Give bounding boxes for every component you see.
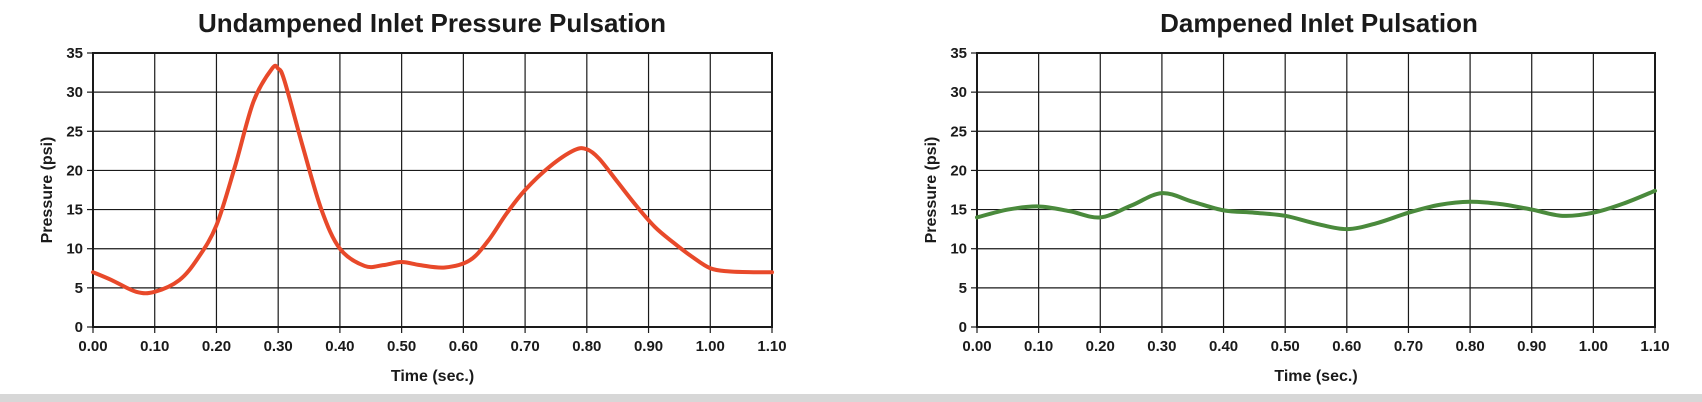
- x-tick-label: 0.20: [1086, 338, 1115, 355]
- x-tick-label: 0.40: [325, 338, 354, 355]
- x-tick-label: 1.10: [1640, 338, 1669, 355]
- x-tick-label: 0.10: [1024, 338, 1053, 355]
- y-axis-label: Pressure (psi): [39, 137, 56, 244]
- x-tick-label: 0.80: [1455, 338, 1484, 355]
- y-tick-label: 10: [950, 241, 967, 258]
- x-tick-label: 0.70: [510, 338, 539, 355]
- y-tick-label: 5: [75, 280, 83, 297]
- x-tick-label: 0.60: [1332, 338, 1361, 355]
- x-tick-label: 0.20: [202, 338, 231, 355]
- y-axis-label: Pressure (psi): [923, 137, 940, 244]
- x-tick-label: 0.70: [1394, 338, 1423, 355]
- y-tick-label: 10: [66, 241, 83, 258]
- y-tick-label: 15: [950, 202, 967, 219]
- x-tick-label: 0.30: [1147, 338, 1176, 355]
- y-tick-label: 35: [66, 45, 83, 62]
- x-tick-label: 0.90: [634, 338, 663, 355]
- bottom-strip: [0, 394, 1702, 402]
- x-tick-label: 0.40: [1209, 338, 1238, 355]
- series-line: [91, 63, 774, 296]
- chart-2: Dampened Inlet Pulsation 0.00 0.10 0.20 0.30…: [923, 8, 1670, 385]
- y-tick-label: 0: [959, 319, 967, 336]
- x-tick-label: 0.60: [449, 338, 478, 355]
- x-tick-label: 0.80: [572, 338, 601, 355]
- plot-frame: [976, 52, 1656, 328]
- y-tick-label: 20: [950, 162, 967, 179]
- x-tick-label: 1.10: [757, 338, 786, 355]
- x-tick-label: 0.50: [387, 338, 416, 355]
- x-tick-label: 1.00: [696, 338, 725, 355]
- y-tick-label: 0: [75, 319, 83, 336]
- y-tick-label: 35: [950, 45, 967, 62]
- x-tick-label: 0.90: [1517, 338, 1546, 355]
- x-tick-label: 0.30: [264, 338, 293, 355]
- chart-title: Undampened Inlet Pressure Pulsation: [198, 8, 666, 38]
- x-tick-label: 0.00: [962, 338, 991, 355]
- y-tick-label: 15: [66, 202, 83, 219]
- y-tick-label: 30: [66, 84, 83, 101]
- chart-title: Dampened Inlet Pulsation: [1160, 8, 1478, 38]
- x-tick-label: 0.10: [140, 338, 169, 355]
- y-tick-label: 30: [950, 84, 967, 101]
- x-tick-label: 0.00: [78, 338, 107, 355]
- x-tick-label: 1.00: [1579, 338, 1608, 355]
- y-tick-label: 25: [950, 123, 967, 140]
- y-tick-label: 5: [959, 280, 967, 297]
- x-tick-label: 0.50: [1271, 338, 1300, 355]
- chart-1: Undampened Inlet Pressure Pulsation 0.00 0…: [39, 8, 787, 385]
- y-tick-label: 25: [66, 123, 83, 140]
- y-tick-label: 20: [66, 162, 83, 179]
- x-axis-label: Time (sec.): [391, 368, 474, 385]
- series-line: [975, 188, 1657, 232]
- plot-frame: [92, 52, 773, 328]
- x-axis-label: Time (sec.): [1274, 368, 1357, 385]
